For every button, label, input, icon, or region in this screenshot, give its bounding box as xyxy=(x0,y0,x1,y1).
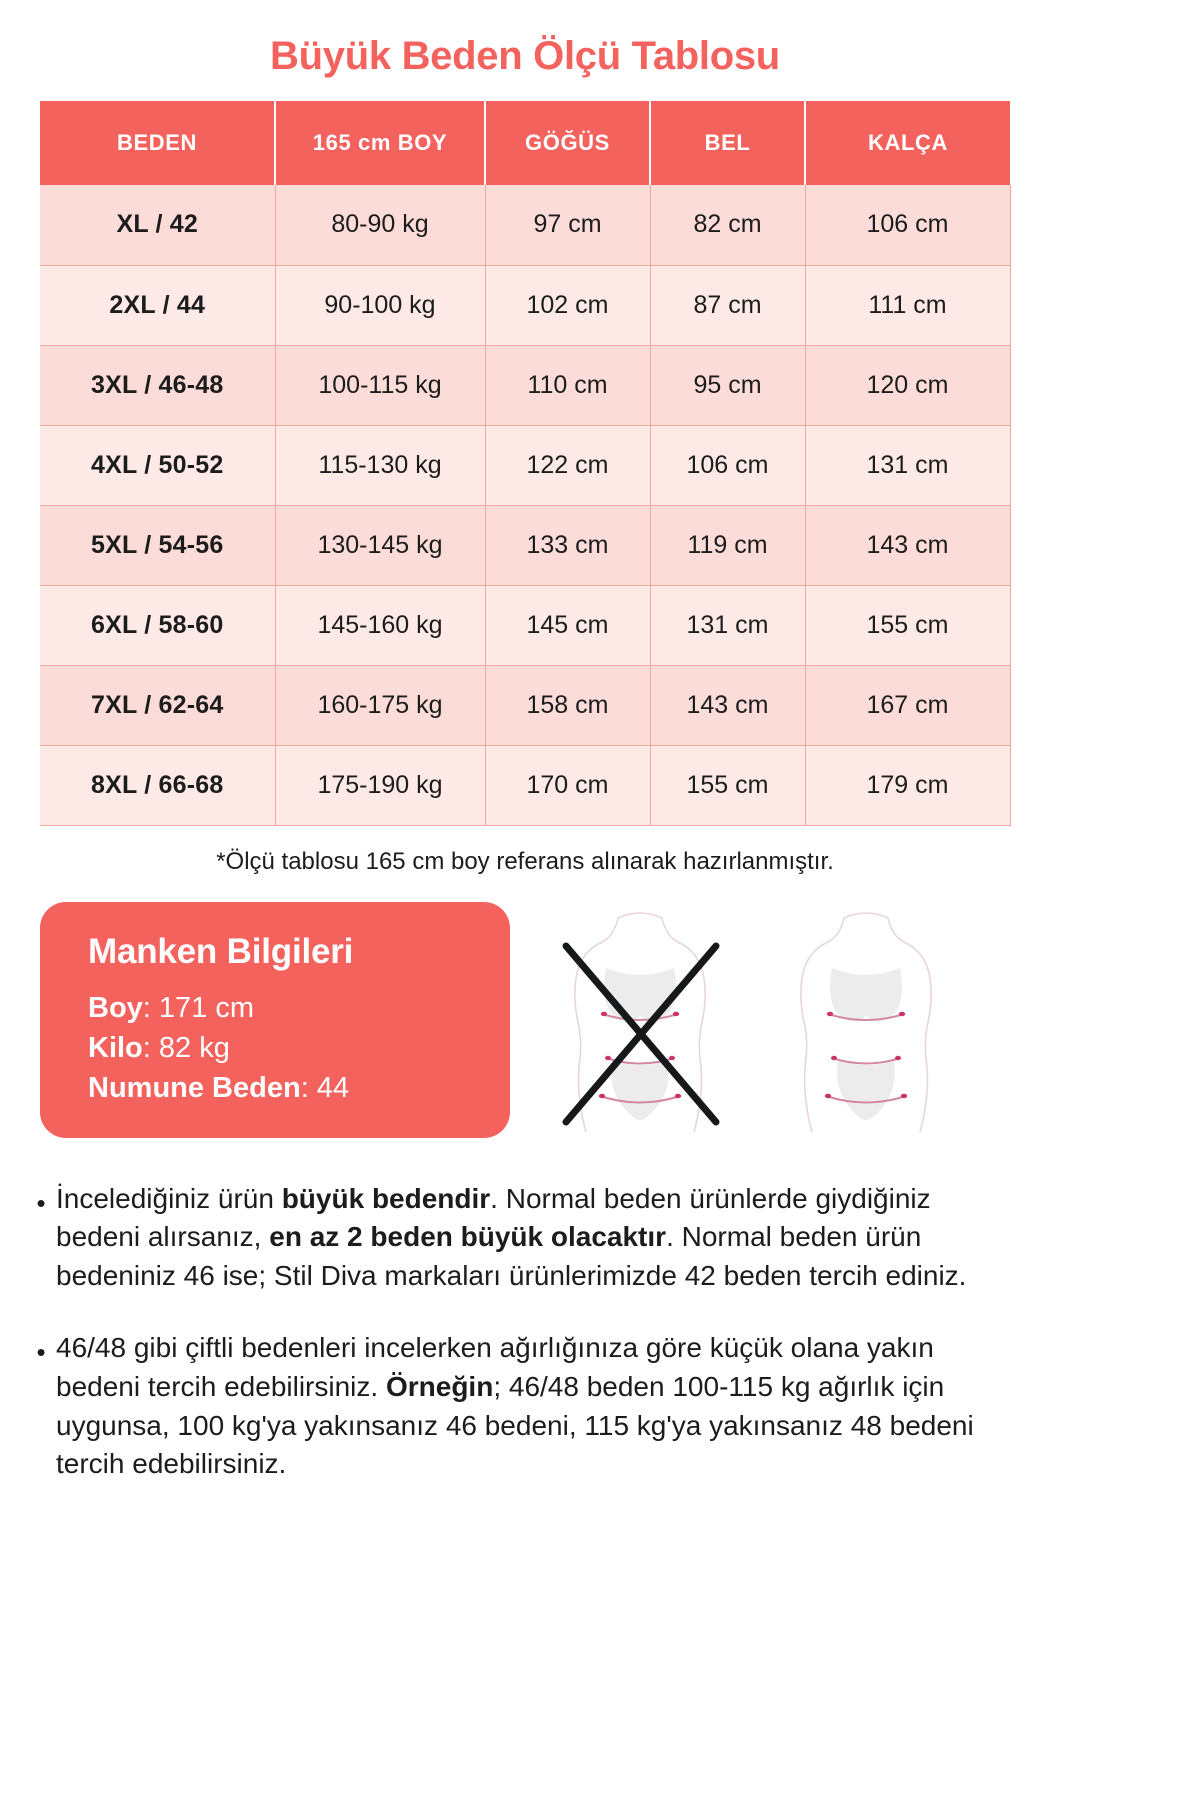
model-info-row: Manken Bilgileri Boy: 171 cm Kilo: 82 kg… xyxy=(40,901,1010,1140)
table-body: XL / 42 80-90 kg 97 cm 82 cm 106 cm 2XL / 44 9… xyxy=(40,185,1011,826)
table-header-cell-1: 165 cm BOY xyxy=(275,101,486,185)
model-weight-line: Kilo: 82 kg xyxy=(88,1028,510,1068)
table-row: 3XL / 46-48 100-115 kg 110 cm 95 cm 120 cm xyxy=(40,345,1011,426)
size-cell: 2XL / 44 xyxy=(40,265,276,346)
table-header-cell-2: GÖĞÜS xyxy=(485,101,651,185)
measure-cell: 131 cm xyxy=(805,425,1011,506)
note-emphasis: Örneğin xyxy=(385,1371,494,1402)
measure-cell: 120 cm xyxy=(805,345,1011,426)
measure-cell: 111 cm xyxy=(805,265,1011,346)
model-info-card: Manken Bilgileri Boy: 171 cm Kilo: 82 kg… xyxy=(40,901,510,1138)
measure-cell: 130-145 kg xyxy=(275,505,486,586)
note-emphasis: büyük bedendir xyxy=(281,1182,491,1214)
model-height-label: Boy xyxy=(88,991,143,1024)
crossed-out-body-figure xyxy=(540,910,740,1140)
measure-cell: 115-130 kg xyxy=(275,425,486,506)
table-head: BEDEN 165 cm BOY GÖĞÜS BEL KALÇA xyxy=(40,101,1010,185)
measure-cell: 160-175 kg xyxy=(275,665,486,746)
note-span: ; 46/48 beden 100-115 kg ağırlık için uy… xyxy=(56,1371,974,1480)
page-title: Büyük Beden Ölçü Tablosu xyxy=(270,34,780,78)
notes-list: • İncelediğiniz ürün büyük bedendir. Norm… xyxy=(26,1180,1010,1484)
measure-cell: 80-90 kg xyxy=(275,185,486,266)
measure-cell: 145-160 kg xyxy=(275,585,486,666)
measure-cell: 82 cm xyxy=(650,185,806,266)
measure-cell: 100-115 kg xyxy=(275,345,486,426)
measure-cell: 167 cm xyxy=(805,665,1011,746)
measure-cell: 106 cm xyxy=(650,425,806,506)
measure-cell: 87 cm xyxy=(650,265,806,346)
measure-cell: 106 cm xyxy=(805,185,1011,266)
measure-cell: 179 cm xyxy=(805,745,1011,826)
note-text: 46/48 gibi çiftli bedenleri incelerken a… xyxy=(56,1329,1010,1484)
note-text: İncelediğiniz ürün büyük bedendir. Norma… xyxy=(56,1180,1010,1296)
table-row: XL / 42 80-90 kg 97 cm 82 cm 106 cm xyxy=(40,185,1011,266)
table-row: 7XL / 62-64 160-175 kg 158 cm 143 cm 167 cm xyxy=(40,665,1011,746)
model-sample-size-label: Numune Beden xyxy=(88,1071,301,1104)
size-chart-page: Büyük Beden Ölçü Tablosu BEDEN 165 cm BOY… xyxy=(26,34,1011,1484)
note-span: . Normal beden ürün bedeniniz 46 ise; St… xyxy=(56,1221,967,1291)
model-height-line: Boy: 171 cm xyxy=(88,988,510,1028)
measure-cell: 170 cm xyxy=(485,745,651,826)
bullet-icon: • xyxy=(36,1187,46,1218)
table-header-cell-0: BEDEN xyxy=(40,101,276,185)
note-emphasis: en az 2 beden büyük olacaktır xyxy=(269,1221,667,1253)
measure-cell: 95 cm xyxy=(650,345,806,426)
model-weight-label: Kilo xyxy=(88,1031,143,1064)
table-header-cell-3: BEL xyxy=(650,101,806,185)
reference-body-svg xyxy=(800,911,932,1132)
table-row: 4XL / 50-52 115-130 kg 122 cm 106 cm 131 cm xyxy=(40,425,1011,506)
size-cell: 6XL / 58-60 xyxy=(40,585,276,666)
table-row: 6XL / 58-60 145-160 kg 145 cm 131 cm 155 cm xyxy=(40,585,1011,666)
model-sample-size-value: : 44 xyxy=(300,1071,350,1104)
size-cell: XL / 42 xyxy=(40,185,276,266)
model-sample-size-line: Numune Beden: 44 xyxy=(88,1068,510,1108)
table-footnote: *Ölçü tablosu 165 cm boy referans alınar… xyxy=(216,847,834,875)
size-cell: 8XL / 66-68 xyxy=(40,745,276,826)
size-table-container: BEDEN 165 cm BOY GÖĞÜS BEL KALÇA XL / 42 80-9… xyxy=(40,101,1011,826)
measure-cell: 155 cm xyxy=(650,745,806,826)
crossed-out-body-svg xyxy=(562,911,720,1132)
table-row: 5XL / 54-56 130-145 kg 133 cm 119 cm 143 cm xyxy=(40,505,1011,586)
measure-cell: 90-100 kg xyxy=(275,265,486,346)
measure-cell: 143 cm xyxy=(805,505,1011,586)
table-header-cell-4: KALÇA xyxy=(805,101,1010,185)
measure-cell: 158 cm xyxy=(485,665,651,746)
model-height-value: : 171 cm xyxy=(142,991,255,1024)
measure-cell: 143 cm xyxy=(650,665,806,746)
measure-cell: 155 cm xyxy=(805,585,1011,666)
size-cell: 3XL / 46-48 xyxy=(40,345,276,426)
measure-cell: 131 cm xyxy=(650,585,806,666)
reference-body-figure xyxy=(766,910,966,1140)
size-table: BEDEN 165 cm BOY GÖĞÜS BEL KALÇA XL / 42 80-9… xyxy=(40,101,1011,826)
note-item: • İncelediğiniz ürün büyük bedendir. Norm… xyxy=(26,1180,1010,1296)
measure-cell: 97 cm xyxy=(485,185,651,266)
note-span: 46/48 gibi çiftli bedenleri incelerken a… xyxy=(56,1332,934,1402)
size-cell: 7XL / 62-64 xyxy=(40,665,276,746)
measure-cell: 145 cm xyxy=(485,585,651,666)
model-weight-value: : 82 kg xyxy=(142,1031,230,1064)
note-span: İncelediğiniz ürün xyxy=(56,1182,282,1214)
table-row: 8XL / 66-68 175-190 kg 170 cm 155 cm 179 cm xyxy=(40,745,1011,826)
measure-cell: 122 cm xyxy=(485,425,651,506)
table-header-row: BEDEN 165 cm BOY GÖĞÜS BEL KALÇA xyxy=(40,101,1010,185)
table-row: 2XL / 44 90-100 kg 102 cm 87 cm 111 cm xyxy=(40,265,1011,346)
measure-cell: 102 cm xyxy=(485,265,651,346)
measure-cell: 119 cm xyxy=(650,505,806,586)
note-span: . Normal beden ürünlerde giydiğiniz bede… xyxy=(56,1182,931,1253)
measure-cell: 110 cm xyxy=(485,345,651,426)
size-cell: 5XL / 54-56 xyxy=(40,505,276,586)
measure-cell: 133 cm xyxy=(485,505,651,586)
measure-cell: 175-190 kg xyxy=(275,745,486,826)
bullet-icon: • xyxy=(36,1337,46,1368)
size-cell: 4XL / 50-52 xyxy=(40,425,276,506)
cross-out-icon xyxy=(562,942,720,1125)
note-item: • 46/48 gibi çiftli bedenleri incelerken … xyxy=(26,1329,1010,1484)
model-card-heading: Manken Bilgileri xyxy=(88,931,354,971)
body-figures xyxy=(540,902,966,1140)
